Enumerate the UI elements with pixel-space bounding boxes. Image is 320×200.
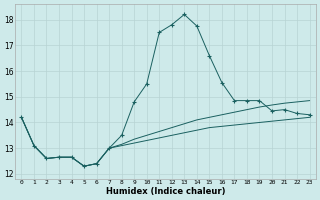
- X-axis label: Humidex (Indice chaleur): Humidex (Indice chaleur): [106, 187, 225, 196]
